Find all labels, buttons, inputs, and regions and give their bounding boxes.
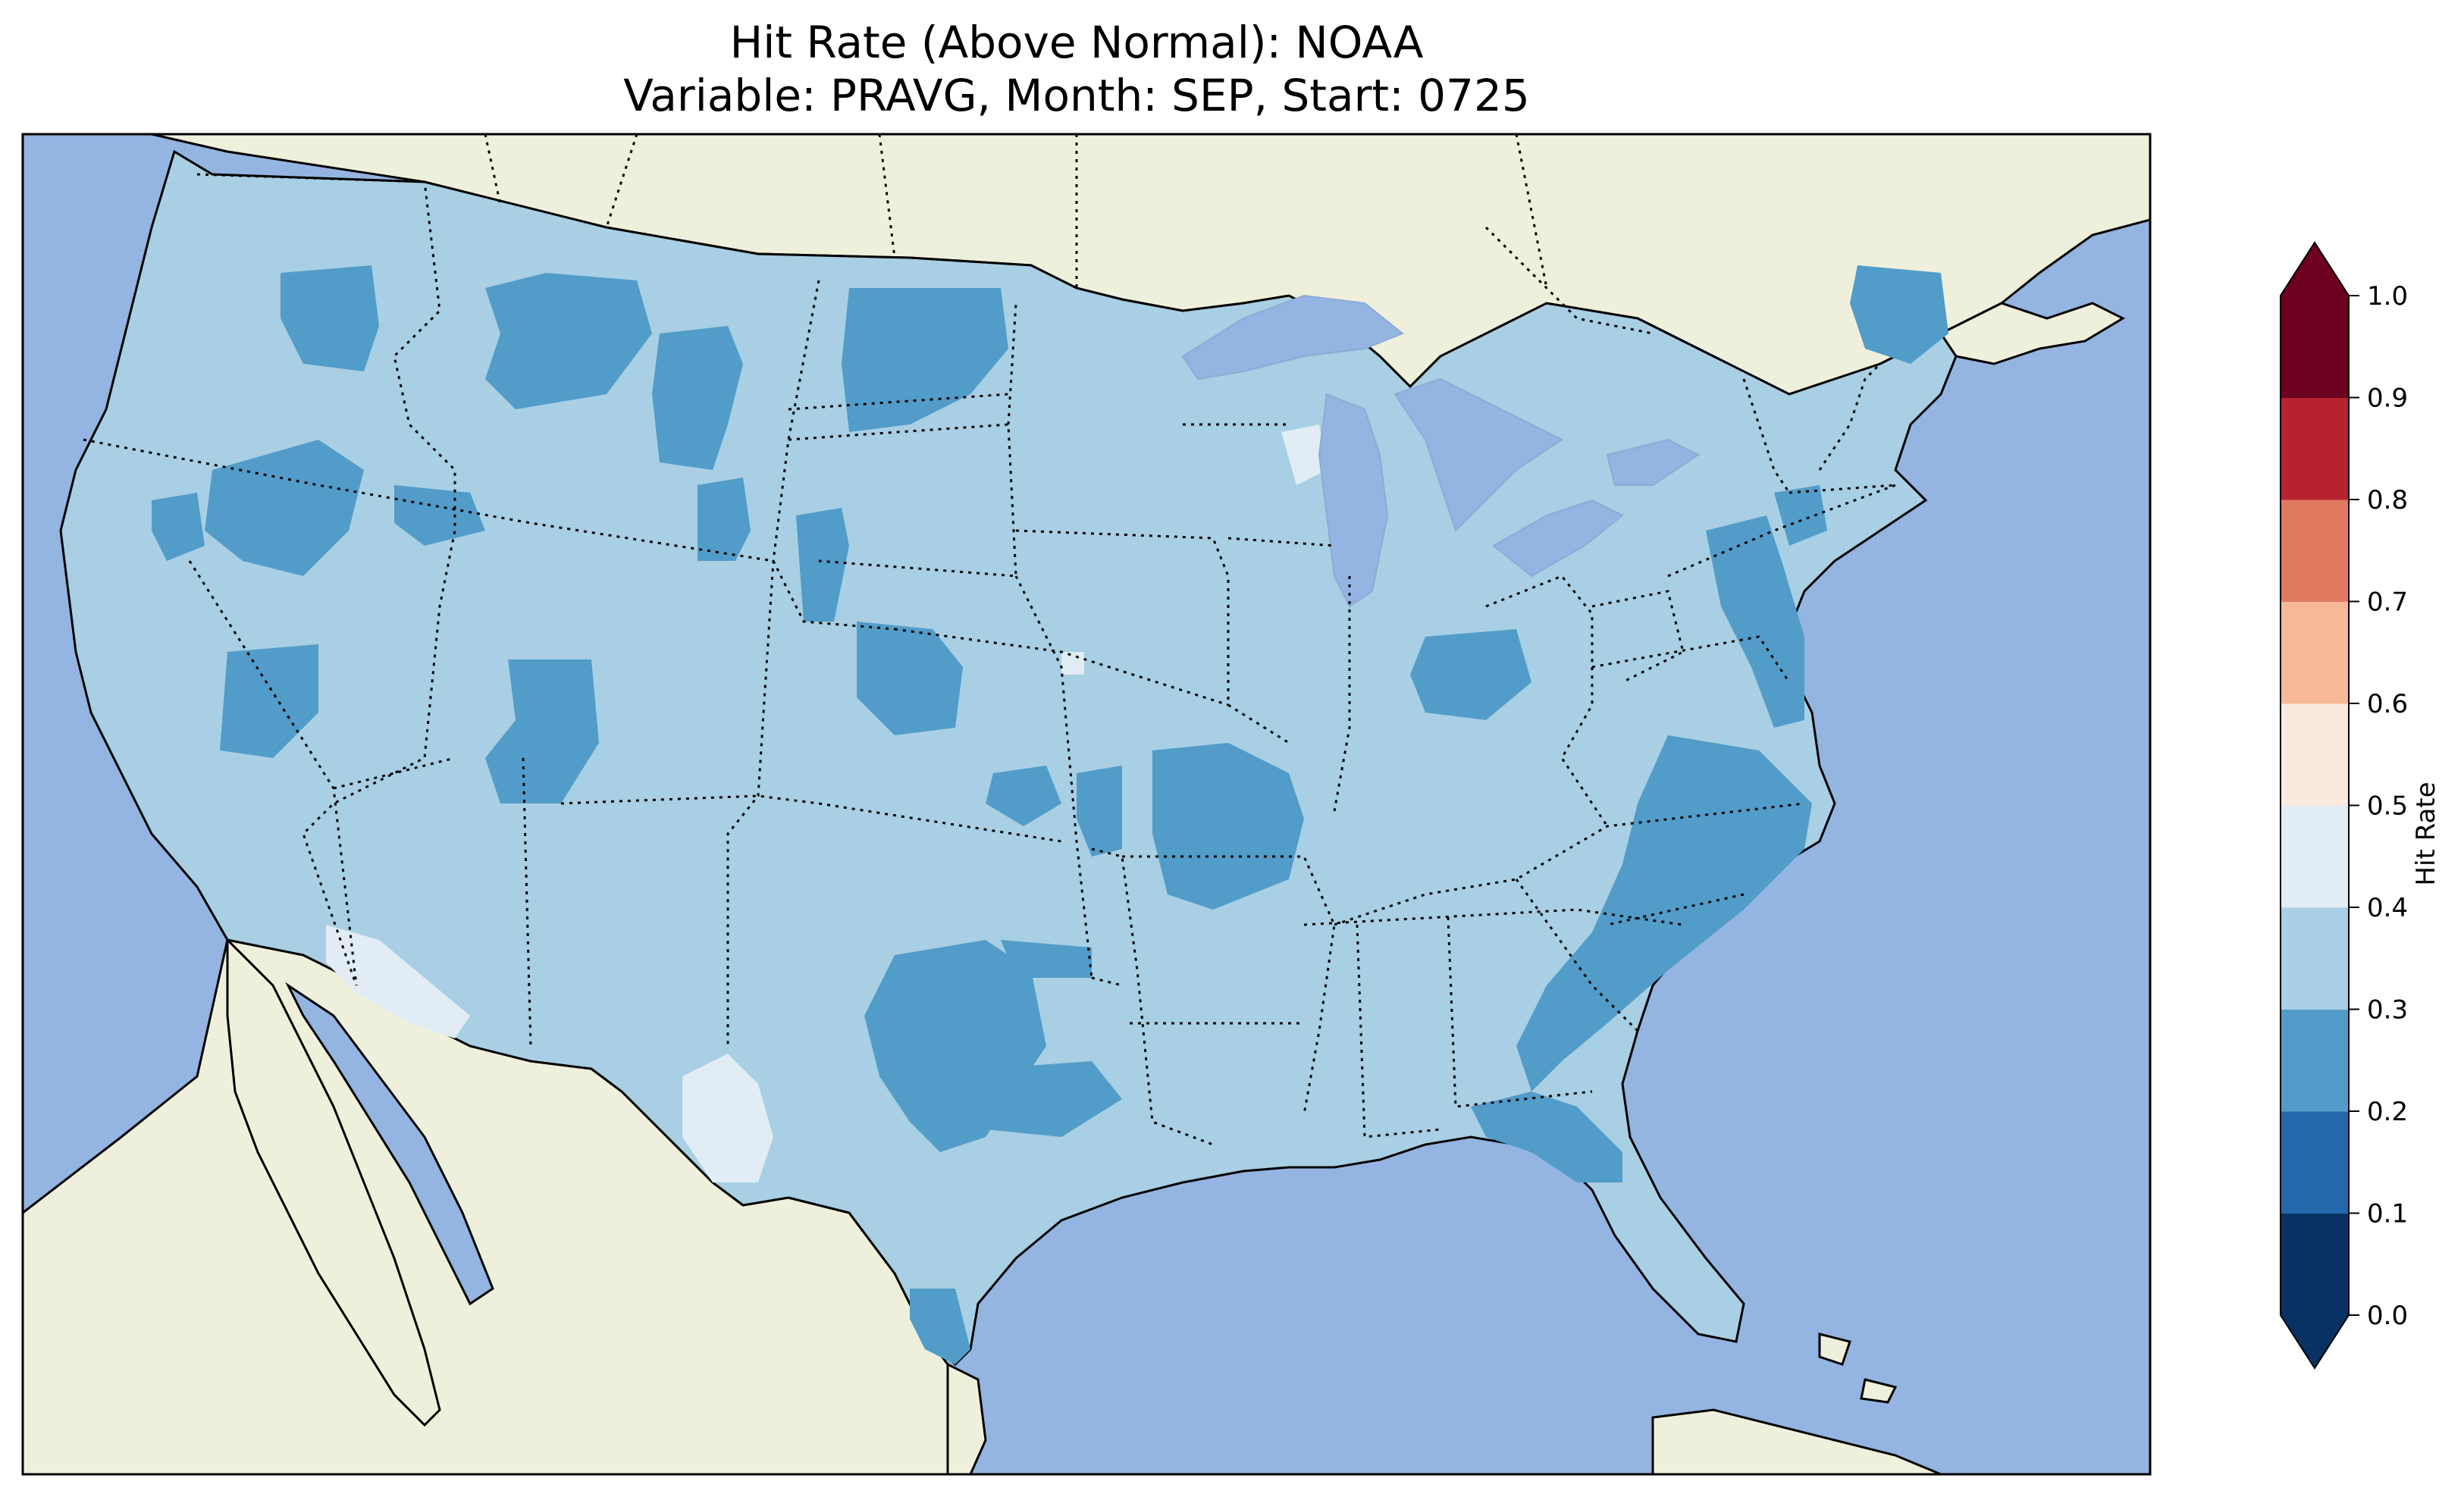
colorbar-tick-label: 0.1 (2367, 1199, 2408, 1229)
colorbar-tick-label: 1.0 (2367, 281, 2408, 312)
map-subtitle: Variable: PRAVG, Month: SEP, Start: 0725 (623, 70, 1530, 121)
colorbar-bin-8 (2281, 397, 2349, 500)
bahamas-land (1818, 1333, 1898, 1404)
colorbar-bin-3 (2281, 907, 2349, 1010)
hit-rate-bin-0.4-0.5 (326, 424, 1327, 1182)
colorbar-tick-label: 0.0 (2367, 1301, 2408, 1331)
colorbar-tick-label: 0.7 (2367, 587, 2408, 618)
cuba-land (1651, 1408, 1942, 1474)
colorbar-tick-label: 0.6 (2367, 689, 2408, 719)
colorbar-bin-0 (2281, 1213, 2349, 1316)
colorbar-bin-2 (2281, 1009, 2349, 1112)
great-lakes (1181, 294, 1700, 608)
colorbar-label: Hit Rate (2411, 781, 2441, 886)
colorbar-bin-6 (2281, 601, 2349, 704)
colorbar-tick-label: 0.9 (2367, 384, 2408, 414)
colorbar-bin-4 (2281, 805, 2349, 908)
colorbar-bin-5 (2281, 703, 2349, 806)
colorbar-tick-label: 0.5 (2367, 791, 2408, 822)
colorbar-bin-9 (2281, 296, 2349, 398)
colorbar-extend-max (2281, 243, 2349, 296)
colorbar-tick-label: 0.3 (2367, 995, 2408, 1026)
colorbar: 0.0 0.1 0.2 0.3 0.4 0.5 0.6 0.7 0.8 0.9 1.0 (2280, 241, 2408, 1370)
colorbar-bin-7 (2281, 500, 2349, 602)
maritimes-land (1939, 302, 2126, 365)
hit-rate-bin-0.2-0.3 (152, 265, 1948, 1364)
yucatan-land (946, 1362, 987, 1474)
map-title: Hit Rate (Above Normal): NOAA (729, 17, 1424, 68)
map-frame (21, 133, 2152, 1476)
colorbar-tick-label: 0.2 (2367, 1097, 2408, 1127)
colorbar-extend-min (2281, 1315, 2349, 1368)
state-borders (83, 173, 1896, 1146)
gulf-of-california (285, 982, 494, 1306)
colorbar-tick-label: 0.8 (2367, 485, 2408, 515)
colorbar-tick-label: 0.4 (2367, 893, 2408, 923)
baja-land (226, 937, 441, 1427)
colorbar-bin-1 (2281, 1111, 2349, 1214)
international-borders (484, 134, 1654, 335)
